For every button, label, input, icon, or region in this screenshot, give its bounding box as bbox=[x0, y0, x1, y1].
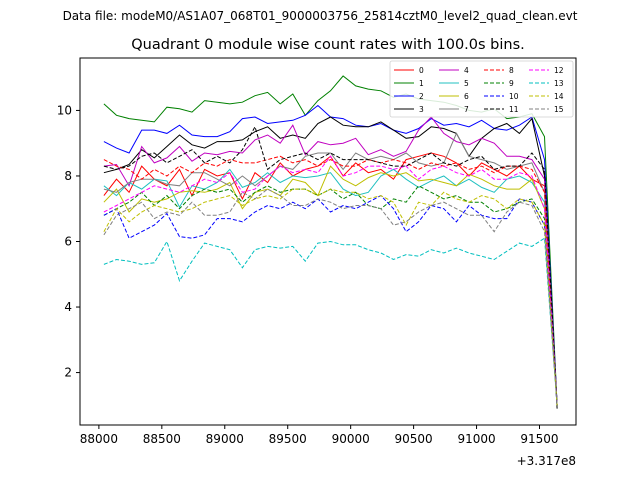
series-line-13 bbox=[103, 237, 558, 406]
series-line-15 bbox=[103, 188, 558, 406]
legend-label-14: 14 bbox=[554, 92, 564, 101]
x-tick-label: 89000 bbox=[206, 432, 244, 446]
y-tick-label: 10 bbox=[57, 103, 72, 117]
x-tick-label: 91000 bbox=[457, 432, 495, 446]
series-line-6 bbox=[103, 165, 558, 406]
legend-label-13: 13 bbox=[554, 79, 564, 88]
x-tick-label: 91500 bbox=[520, 432, 558, 446]
legend-label-12: 12 bbox=[554, 66, 564, 75]
series-line-4 bbox=[103, 116, 558, 406]
legend-label-5: 5 bbox=[464, 79, 469, 88]
series-line-10 bbox=[103, 194, 558, 406]
y-tick-label: 6 bbox=[64, 235, 72, 249]
legend-label-0: 0 bbox=[419, 66, 424, 75]
y-tick-label: 8 bbox=[64, 169, 72, 183]
figure-suptitle: Data file: modeM0/AS1A07_068T01_90000037… bbox=[63, 9, 578, 23]
legend-label-9: 9 bbox=[509, 79, 514, 88]
y-tick-label: 2 bbox=[64, 366, 72, 380]
x-tick-label: 90500 bbox=[395, 432, 433, 446]
series-line-8 bbox=[103, 155, 558, 406]
x-tick-label: 88500 bbox=[143, 432, 181, 446]
legend-label-6: 6 bbox=[464, 92, 469, 101]
series-line-14 bbox=[103, 188, 558, 406]
legend-label-8: 8 bbox=[509, 66, 514, 75]
x-tick-label: 90000 bbox=[332, 432, 370, 446]
series-line-7 bbox=[103, 132, 558, 406]
legend-label-3: 3 bbox=[419, 105, 424, 114]
x-tick-label: 88000 bbox=[80, 432, 118, 446]
legend-box bbox=[389, 60, 574, 118]
legend-label-7: 7 bbox=[464, 105, 469, 114]
legend-label-15: 15 bbox=[554, 105, 564, 114]
y-axis: 2 4 6 8 10 bbox=[57, 103, 80, 380]
x-tick-label: 89500 bbox=[269, 432, 307, 446]
series-line-5 bbox=[103, 168, 558, 406]
legend-label-11: 11 bbox=[509, 105, 519, 114]
axes-frame bbox=[79, 57, 577, 426]
series-line-11 bbox=[103, 125, 558, 406]
x-axis: 88000 88500 89000 89500 90000 90500 91000 91500 bbox=[80, 425, 559, 446]
x-axis-offset-label: +3.317e8 bbox=[517, 454, 576, 468]
legend-label-2: 2 bbox=[419, 92, 424, 101]
series-line-12 bbox=[103, 155, 558, 406]
plot-area: 88000 88500 89000 89500 90000 90500 91000 91500… bbox=[57, 57, 577, 468]
legend-label-1: 1 bbox=[419, 79, 424, 88]
series-layer bbox=[103, 75, 558, 409]
chart-title: Quadrant 0 module wise count rates with … bbox=[131, 37, 525, 53]
legend-label-4: 4 bbox=[464, 66, 469, 75]
legend-label-10: 10 bbox=[509, 92, 519, 101]
y-tick-label: 4 bbox=[64, 300, 72, 314]
